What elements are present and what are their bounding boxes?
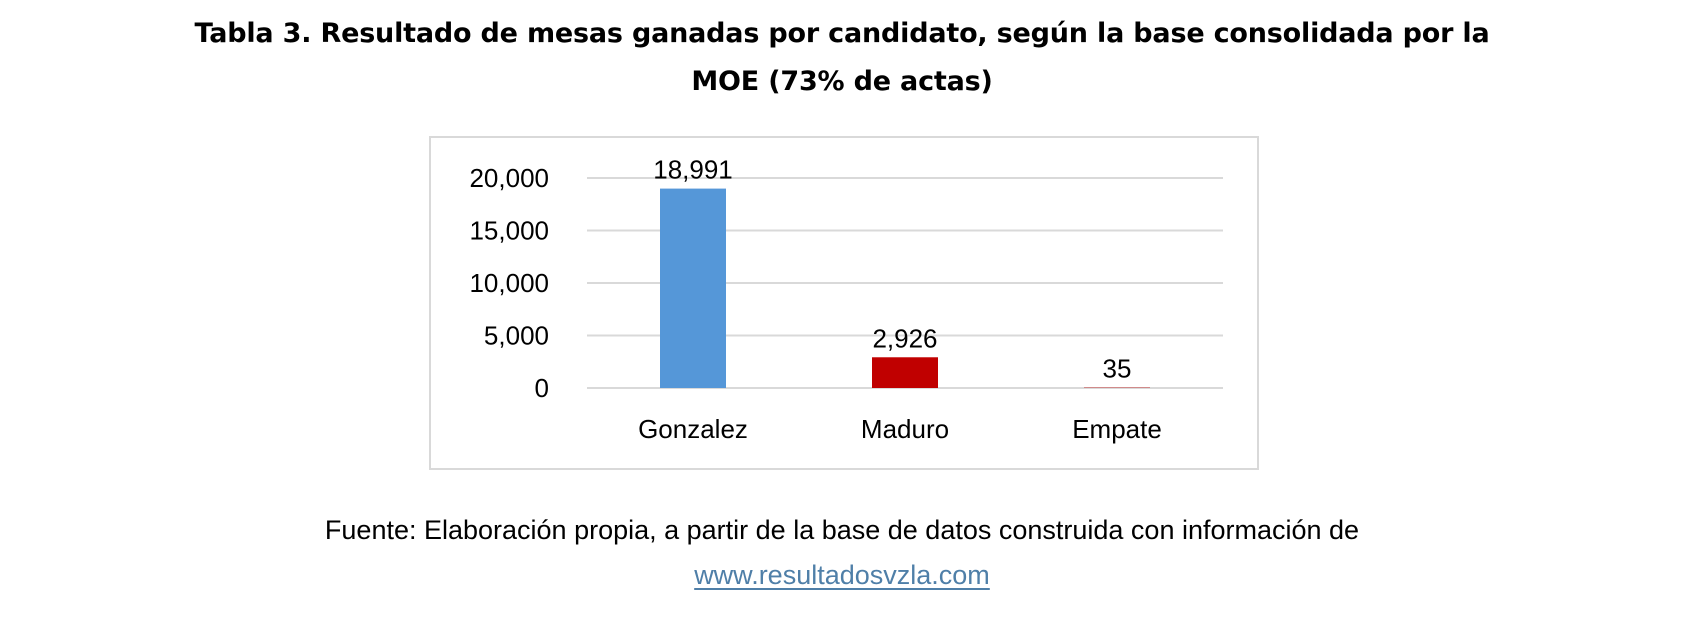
source-link[interactable]: www.resultadosvzla.com xyxy=(694,560,990,590)
category-label: Gonzalez xyxy=(638,414,748,444)
category-label: Empate xyxy=(1072,414,1162,444)
y-tick-label: 20,000 xyxy=(469,163,549,193)
title-line-1: Tabla 3. Resultado de mesas ganadas por … xyxy=(194,18,1490,49)
source-caption: Fuente: Elaboración propia, a partir de … xyxy=(84,508,1600,598)
data-label: 18,991 xyxy=(653,155,733,185)
category-label: Maduro xyxy=(861,414,949,444)
y-tick-label: 0 xyxy=(535,373,549,403)
bar-chart: 0 5,000 10,000 15,000 20,000 18,991 Gonzalez 2,… xyxy=(429,136,1259,470)
y-tick-label: 10,000 xyxy=(469,268,549,298)
title-line-2: MOE (73% de actas) xyxy=(691,66,993,97)
source-text: Fuente: Elaboración propia, a partir de … xyxy=(324,515,1360,545)
chart-canvas: 0 5,000 10,000 15,000 20,000 18,991 Gonzalez 2,… xyxy=(469,155,1223,444)
bar xyxy=(660,188,726,388)
data-label: 35 xyxy=(1103,354,1132,384)
bar xyxy=(872,357,938,388)
page-title: Tabla 3. Resultado de mesas ganadas por … xyxy=(84,10,1600,106)
y-tick-label: 5,000 xyxy=(484,321,549,351)
y-tick-label: 15,000 xyxy=(469,216,549,246)
data-label: 2,926 xyxy=(872,323,937,353)
